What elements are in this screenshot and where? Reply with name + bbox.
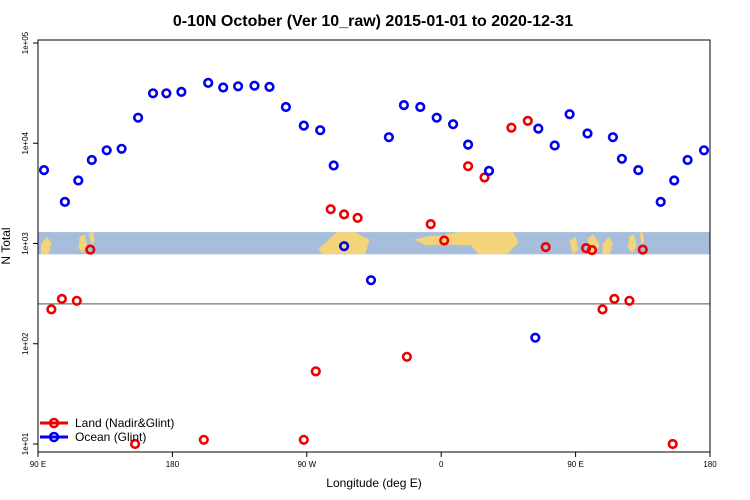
legend-ocean-label: Ocean (Glint) <box>75 430 146 444</box>
ocean-point <box>176 86 187 97</box>
land-point <box>298 434 309 445</box>
y-tick-label: 1e+01 <box>21 432 30 455</box>
land-shape <box>88 232 95 246</box>
ocean-point <box>249 80 260 91</box>
land-point <box>586 245 598 256</box>
ocean-point <box>315 125 326 136</box>
ocean-point <box>101 145 112 156</box>
x-axis: 90 E 180 90 W 0 90 E 180 <box>30 452 717 469</box>
ocean-point <box>383 132 395 143</box>
x-tick-label: 180 <box>166 460 180 469</box>
y-tick-label: 1e+05 <box>21 31 30 54</box>
x-axis-label: Longitude (deg E) <box>326 476 421 490</box>
x-tick-label: 180 <box>703 460 717 469</box>
ocean-point <box>448 119 459 130</box>
land-point <box>325 204 336 215</box>
land-point <box>479 172 490 183</box>
chart-title: 0-10N October (Ver 10_raw) 2015-01-01 to… <box>173 13 573 30</box>
ocean-point <box>38 165 50 176</box>
ocean-point <box>669 175 680 186</box>
y-tick-label: 1e+02 <box>21 332 30 355</box>
ocean-point <box>607 132 619 143</box>
land-shape <box>639 232 645 246</box>
legend-land-marker <box>48 417 60 429</box>
land-point <box>56 293 68 305</box>
ocean-point <box>59 196 71 207</box>
ocean-point <box>463 139 474 150</box>
ocean-point <box>415 101 426 113</box>
land-point <box>439 235 450 246</box>
land-shape <box>627 234 637 254</box>
legend-ocean-marker <box>48 431 60 443</box>
ocean-point <box>616 153 628 164</box>
ocean-point <box>233 81 244 92</box>
legend-land-label: Land (Nadir&Glint) <box>75 416 174 430</box>
land-point <box>85 244 96 255</box>
land-point <box>352 212 363 223</box>
land-point <box>310 366 321 377</box>
ocean-point <box>133 112 144 123</box>
land-point <box>71 295 82 306</box>
land-shape <box>569 236 579 255</box>
ocean-point <box>655 196 666 207</box>
legend: Land (Nadir&Glint) Ocean (Glint) <box>40 416 174 444</box>
land-point <box>597 304 608 315</box>
y-tick-label: 1e+03 <box>21 232 30 255</box>
ocean-point <box>682 154 693 166</box>
ocean-point <box>203 77 214 88</box>
land-point <box>198 434 209 445</box>
ocean-point <box>533 123 544 134</box>
ocean-point <box>365 275 377 286</box>
ocean-point <box>218 82 229 93</box>
ocean-point <box>431 112 442 123</box>
land-point <box>522 115 533 126</box>
ocean-point <box>280 101 292 113</box>
ocean-point <box>328 160 339 171</box>
y-axis: 1e+01 1e+02 1e+03 1e+04 1e+05 <box>21 31 38 455</box>
land-point <box>637 244 648 255</box>
land-point <box>540 242 551 253</box>
ocean-point <box>264 81 275 92</box>
land-point <box>624 295 635 306</box>
ocean-point <box>147 88 159 99</box>
ocean-point <box>698 145 710 156</box>
ocean-point <box>483 165 495 176</box>
x-tick-label: 90 E <box>30 460 46 469</box>
land-shape <box>78 234 88 254</box>
ocean-point <box>161 88 172 99</box>
ocean-point <box>339 241 350 252</box>
ocean-point <box>633 165 644 176</box>
land-point <box>339 209 350 220</box>
x-tick-label: 90 W <box>297 460 316 469</box>
y-axis-label: N Total <box>0 227 13 264</box>
data-points <box>38 77 722 450</box>
ocean-point <box>398 99 410 111</box>
ocean-point <box>564 109 575 120</box>
world-map-band <box>38 232 710 255</box>
land-point <box>46 304 57 315</box>
land-point <box>667 438 678 450</box>
land-shape <box>602 236 613 255</box>
x-tick-label: 90 E <box>567 460 583 469</box>
ocean-point <box>73 175 84 186</box>
ocean-point <box>549 140 560 151</box>
land-shape <box>41 236 52 255</box>
ocean-point <box>86 154 97 166</box>
ocean-point <box>530 332 541 343</box>
ocean-point <box>116 143 127 154</box>
land-point <box>506 122 517 133</box>
land-point <box>609 293 620 305</box>
ocean-point <box>298 120 309 131</box>
land-point <box>130 438 141 450</box>
land-point <box>401 351 413 362</box>
ocean-point <box>582 128 593 139</box>
plot-frame <box>37 39 711 453</box>
land-point <box>463 161 474 172</box>
y-tick-label: 1e+04 <box>21 131 30 154</box>
land-point <box>425 219 436 230</box>
ocean-point <box>714 145 722 153</box>
x-tick-label: 0 <box>439 460 444 469</box>
